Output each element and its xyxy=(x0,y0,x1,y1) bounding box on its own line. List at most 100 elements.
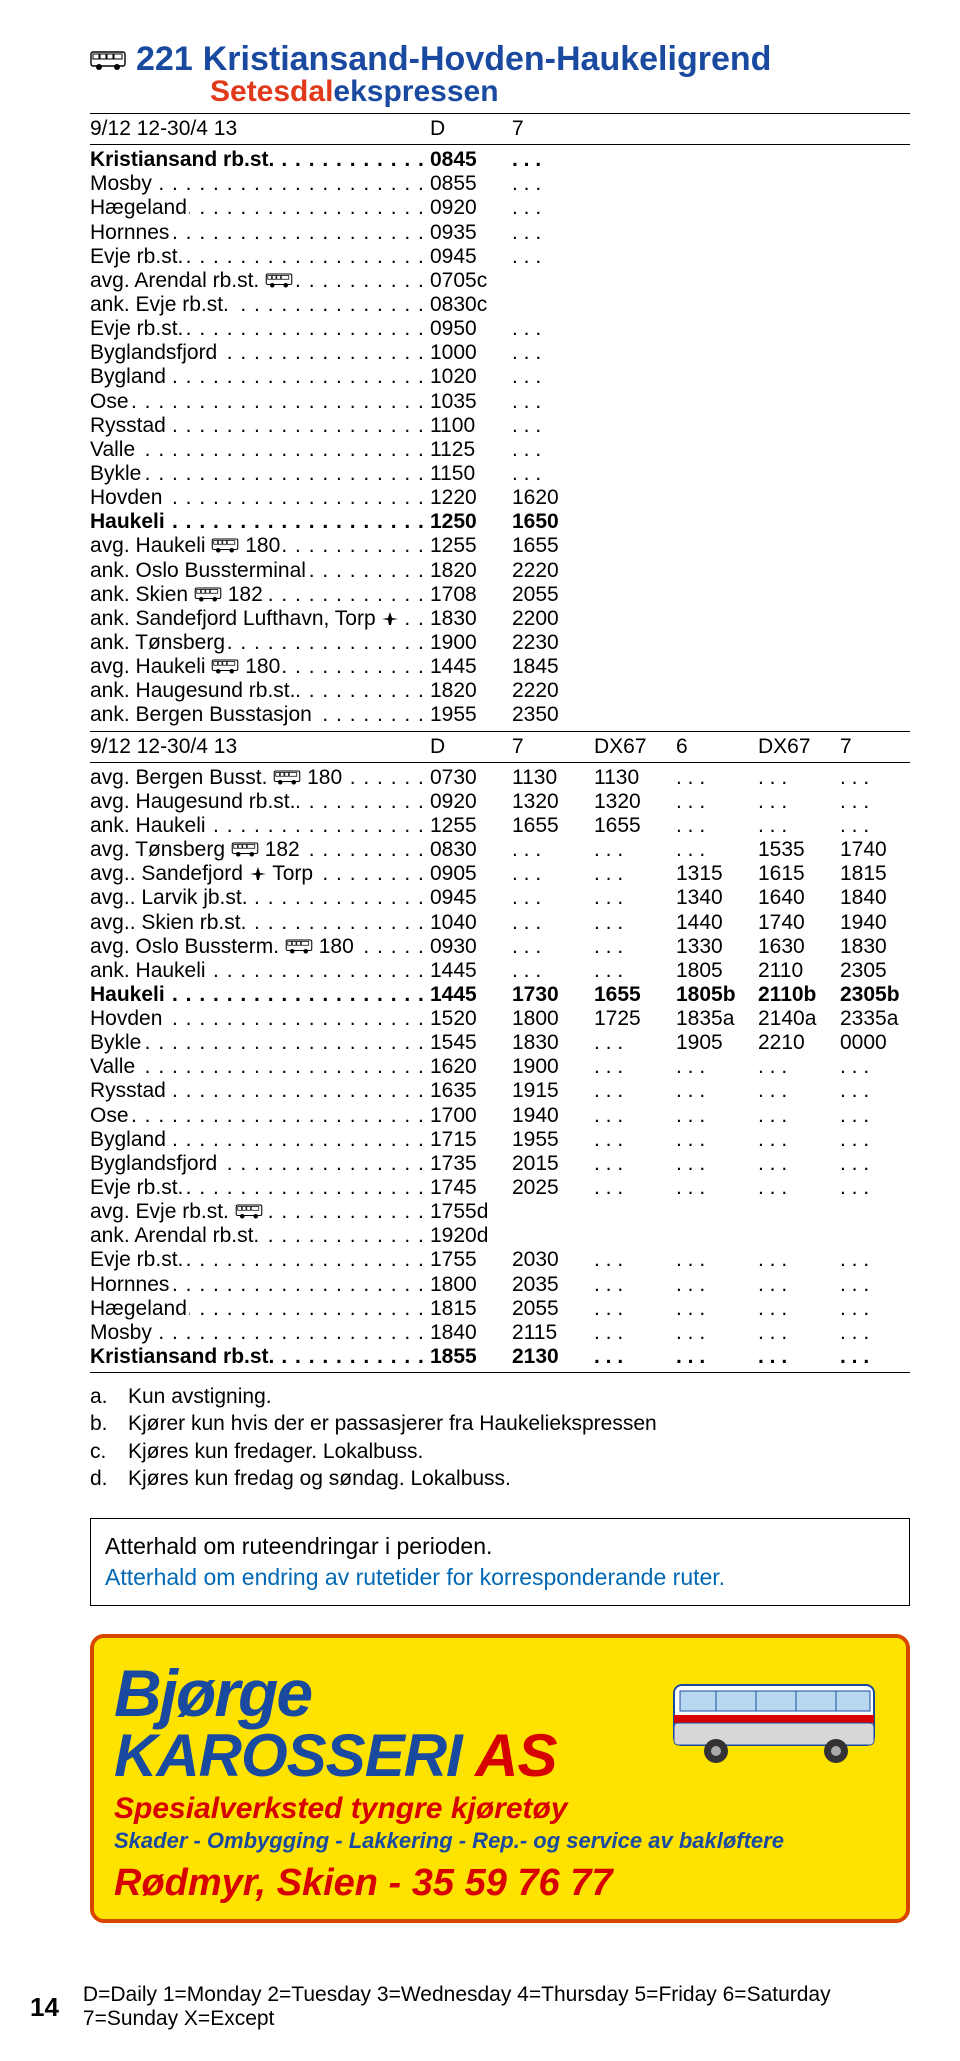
stop-name: avg. Evje rb.st. xyxy=(90,1200,430,1224)
time-cell: 1130 xyxy=(594,766,676,790)
time-cell: 1255 xyxy=(430,814,512,838)
time-cell: 1255 xyxy=(430,534,512,558)
stop-name: Byglandsfjord xyxy=(90,341,430,365)
time-cell: . . . xyxy=(840,1055,922,1079)
time-cell: 1100 xyxy=(430,414,512,438)
time-cell: 1630 xyxy=(758,935,840,959)
stop-name: Kristiansand rb.st. xyxy=(90,148,430,172)
time-cell: . . . xyxy=(512,886,594,910)
time-cell: 0730 xyxy=(430,766,512,790)
time-cell: 1940 xyxy=(512,1104,594,1128)
time-cell: 1830 xyxy=(430,607,512,631)
time-cell: 2305 xyxy=(840,959,922,983)
time-cell: . . . xyxy=(676,766,758,790)
stop-name: ank. Haukeli xyxy=(90,814,430,838)
time-cell: . . . xyxy=(758,1297,840,1321)
time-cell: . . . xyxy=(594,1031,676,1055)
time-cell: 1840 xyxy=(430,1321,512,1345)
table-row: Mosby18402115. . .. . .. . .. . . xyxy=(90,1321,910,1345)
time-cell: 1805 xyxy=(676,959,758,983)
stop-name: Evje rb.st. xyxy=(90,1176,430,1200)
footnote-text: Kjøres kun fredag og søndag. Lokalbuss. xyxy=(128,1465,511,1492)
time-cell: . . . xyxy=(512,245,594,269)
timetable-page: 221 Kristiansand-Hovden-Haukeligrend Set… xyxy=(0,0,960,1963)
stop-name: ank. Sandefjord Lufthavn, Torp xyxy=(90,607,430,631)
header-day: 6 xyxy=(676,735,758,759)
table-row: ank. Sandefjord Lufthavn, Torp 18302200 xyxy=(90,607,910,631)
table-row: Haukeli1445173016551805b2110b2305b xyxy=(90,983,910,1007)
table-row: Byglandsfjord17352015. . .. . .. . .. . … xyxy=(90,1152,910,1176)
ad-brand-1: Bjørge xyxy=(114,1660,557,1726)
advertisement: Bjørge KAROSSERI AS Spesialverksted tyng… xyxy=(90,1634,910,1923)
time-cell: 0000 xyxy=(840,1031,922,1055)
stop-name: Rysstad xyxy=(90,1079,430,1103)
time-cell: . . . xyxy=(840,1128,922,1152)
time-cell: . . . xyxy=(840,1273,922,1297)
stop-name: Byglandsfjord xyxy=(90,1152,430,1176)
footnote-text: Kjøres kun fredager. Lokalbuss. xyxy=(128,1438,423,1465)
stop-name: Hovden xyxy=(90,1007,430,1031)
table-row: Ose1035. . . xyxy=(90,390,910,414)
time-cell: 2110 xyxy=(758,959,840,983)
time-cell: 2015 xyxy=(512,1152,594,1176)
footnote: c.Kjøres kun fredager. Lokalbuss. xyxy=(90,1438,910,1465)
time-cell: 1620 xyxy=(430,1055,512,1079)
stop-name: Evje rb.st. xyxy=(90,317,430,341)
footnote: b.Kjører kun hvis der er passasjerer fra… xyxy=(90,1410,910,1437)
page-number: 14 xyxy=(30,1992,59,2023)
time-cell: . . . xyxy=(512,196,594,220)
stop-name: avg. Haugesund rb.st. xyxy=(90,790,430,814)
stop-name: Valle xyxy=(90,1055,430,1079)
time-cell: 1708 xyxy=(430,583,512,607)
stop-name: Bykle xyxy=(90,1031,430,1055)
stop-name: ank. Tønsberg xyxy=(90,631,430,655)
time-cell: . . . xyxy=(840,814,922,838)
time-cell: 0950 xyxy=(430,317,512,341)
stop-name: Haukeli xyxy=(90,983,430,1007)
time-cell: 2200 xyxy=(512,607,594,631)
time-cell xyxy=(512,1224,594,1248)
table-row: ank. Haukeli1445. . .. . .180521102305 xyxy=(90,959,910,983)
stop-name: Evje rb.st. xyxy=(90,1248,430,1272)
time-cell: 1740 xyxy=(758,911,840,935)
time-cell: . . . xyxy=(594,1055,676,1079)
time-cell: . . . xyxy=(758,1128,840,1152)
time-cell: 2350 xyxy=(512,703,594,727)
time-cell: . . . xyxy=(512,148,594,172)
table-row: ank. Haukeli125516551655. . .. . .. . . xyxy=(90,814,910,838)
time-cell: 1815 xyxy=(840,862,922,886)
time-cell: . . . xyxy=(676,814,758,838)
notice-box: Atterhald om ruteendringar i perioden. A… xyxy=(90,1518,910,1606)
time-cell: 0920 xyxy=(430,196,512,220)
table-row: Hovden12201620 xyxy=(90,486,910,510)
time-cell: 2035 xyxy=(512,1273,594,1297)
time-cell: 1615 xyxy=(758,862,840,886)
time-cell: 0830c xyxy=(430,293,512,317)
footnote-key: b. xyxy=(90,1410,110,1437)
stop-name: Ose xyxy=(90,1104,430,1128)
table-row: Hægeland18152055. . .. . .. . .. . . xyxy=(90,1297,910,1321)
time-cell: 1735 xyxy=(430,1152,512,1176)
time-cell: 1655 xyxy=(594,983,676,1007)
stop-name: Hægeland xyxy=(90,196,430,220)
time-cell: . . . xyxy=(594,935,676,959)
table-row: Mosby0855. . . xyxy=(90,172,910,196)
time-cell: 1915 xyxy=(512,1079,594,1103)
table-row: Hornnes0935. . . xyxy=(90,221,910,245)
time-cell: . . . xyxy=(676,1152,758,1176)
header-period: 9/12 12-30/4 13 xyxy=(90,117,430,141)
time-cell: 1840 xyxy=(840,886,922,910)
header-period: 9/12 12-30/4 13 xyxy=(90,735,430,759)
stop-name: ank. Oslo Bussterminal xyxy=(90,559,430,583)
stop-name: avg.. Sandefjord Torp xyxy=(90,862,430,886)
table-row: avg. Haugesund rb.st.092013201320. . .. … xyxy=(90,790,910,814)
time-cell: . . . xyxy=(840,790,922,814)
stop-name: avg.. Skien rb.st. xyxy=(90,911,430,935)
time-cell: . . . xyxy=(594,1152,676,1176)
header-day: DX67 xyxy=(758,735,840,759)
time-cell: . . . xyxy=(512,959,594,983)
time-cell: . . . xyxy=(512,438,594,462)
time-cell: 1920d xyxy=(430,1224,512,1248)
time-cell: . . . xyxy=(594,862,676,886)
time-cell: . . . xyxy=(758,766,840,790)
